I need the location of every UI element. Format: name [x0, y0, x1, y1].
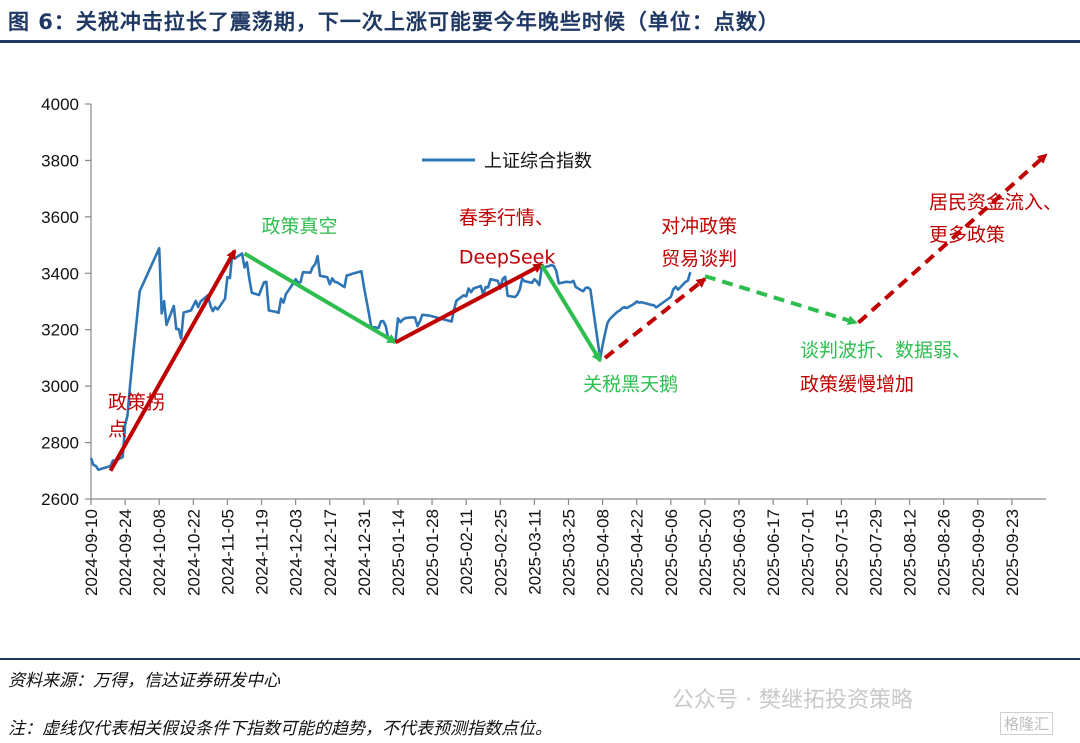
x-tick-label: 2025-04-08 — [594, 509, 613, 596]
annotation-label: 政策拐 — [108, 392, 165, 414]
x-tick-label: 2025-07-15 — [832, 509, 851, 596]
watermark-corner: 格隆汇 — [1000, 712, 1054, 735]
x-tick-label: 2025-09-23 — [1003, 509, 1022, 596]
annotation-label: DeepSeek — [459, 246, 556, 268]
y-tick-label: 2600 — [41, 490, 79, 509]
x-tick-label: 2024-09-24 — [116, 509, 135, 596]
figure-title: 图 6：关税冲击拉长了震荡期，下一次上涨可能要今年晚些时候（单位：点数） — [8, 10, 780, 34]
x-tick-label: 2025-09-09 — [969, 509, 988, 596]
x-tick-label: 2025-06-17 — [764, 509, 783, 596]
trend-arrow-4 — [603, 277, 707, 360]
y-tick-label: 3600 — [41, 208, 79, 227]
x-tick-label: 2025-08-12 — [901, 509, 920, 596]
x-tick-label: 2024-11-19 — [253, 509, 272, 595]
annotation-label: 贸易谈判 — [661, 248, 737, 270]
y-tick-label: 2800 — [41, 434, 79, 453]
title-rule — [0, 40, 1080, 43]
disclaimer-note: 注：虚线仅代表相关假设条件下指数可能的趋势，不代表预测指数点位。 — [8, 719, 552, 739]
x-tick-label: 2025-06-03 — [730, 509, 749, 596]
annotation-label: 点 — [108, 419, 127, 441]
x-tick-label: 2025-07-29 — [866, 509, 885, 596]
x-tick-label: 2024-09-10 — [82, 509, 101, 596]
trend-arrow-3 — [539, 263, 602, 363]
x-tick-label: 2024-10-22 — [184, 509, 203, 596]
x-tick-label: 2025-01-14 — [389, 509, 408, 596]
x-tick-label: 2024-11-05 — [218, 509, 237, 595]
annotation-label: 关税黑天鹅 — [583, 373, 678, 395]
x-tick-label: 2024-10-08 — [150, 509, 169, 596]
y-tick-label: 3800 — [41, 151, 79, 170]
trend-arrow-1 — [243, 251, 398, 345]
annotation-label: 春季行情、 — [459, 207, 554, 229]
trend-arrow-2 — [394, 263, 544, 345]
x-tick-label: 2025-07-01 — [798, 509, 817, 596]
x-tick-label: 2025-01-28 — [423, 509, 442, 596]
x-tick-label: 2025-02-11 — [457, 509, 476, 595]
annotation-label: 对冲政策 — [661, 215, 737, 237]
annotation-label: 政策缓慢增加 — [800, 373, 914, 395]
x-tick-label: 2024-12-03 — [287, 509, 306, 596]
x-tick-label: 2025-05-20 — [696, 509, 715, 596]
legend-label: 上证综合指数 — [484, 151, 592, 172]
trend-arrow-5 — [704, 274, 858, 326]
annotation-label: 更多政策 — [929, 224, 1005, 246]
x-tick-label: 2024-12-31 — [355, 509, 374, 596]
annotation-label: 政策真空 — [262, 215, 338, 237]
x-tick-label: 2025-05-06 — [662, 509, 681, 596]
source-note: 资料来源：万得，信达证券研发中心 — [8, 671, 280, 691]
series-line-0 — [89, 246, 692, 471]
x-tick-label: 2025-08-26 — [935, 509, 954, 596]
x-tick-label: 2025-03-25 — [560, 509, 579, 596]
y-tick-label: 3400 — [41, 264, 79, 283]
watermark: 公众号 · 樊继拓投资策略 — [672, 688, 913, 713]
x-tick-label: 2025-03-11 — [525, 509, 544, 595]
y-tick-label: 3000 — [41, 377, 79, 396]
trend-arrow-6 — [857, 153, 1048, 325]
trend-arrow-0 — [108, 248, 237, 472]
annotation-label: 谈判波折、数据弱、 — [800, 340, 971, 362]
chart-legend: 上证综合指数 — [422, 151, 592, 172]
x-tick-label: 2025-04-22 — [628, 509, 647, 596]
x-tick-label: 2024-12-17 — [321, 509, 340, 596]
footer-rule — [0, 658, 1080, 660]
y-tick-label: 4000 — [41, 95, 79, 114]
y-tick-label: 3200 — [41, 321, 79, 340]
x-tick-label: 2025-02-25 — [491, 509, 510, 596]
annotation-label: 居民资金流入、 — [929, 191, 1062, 213]
